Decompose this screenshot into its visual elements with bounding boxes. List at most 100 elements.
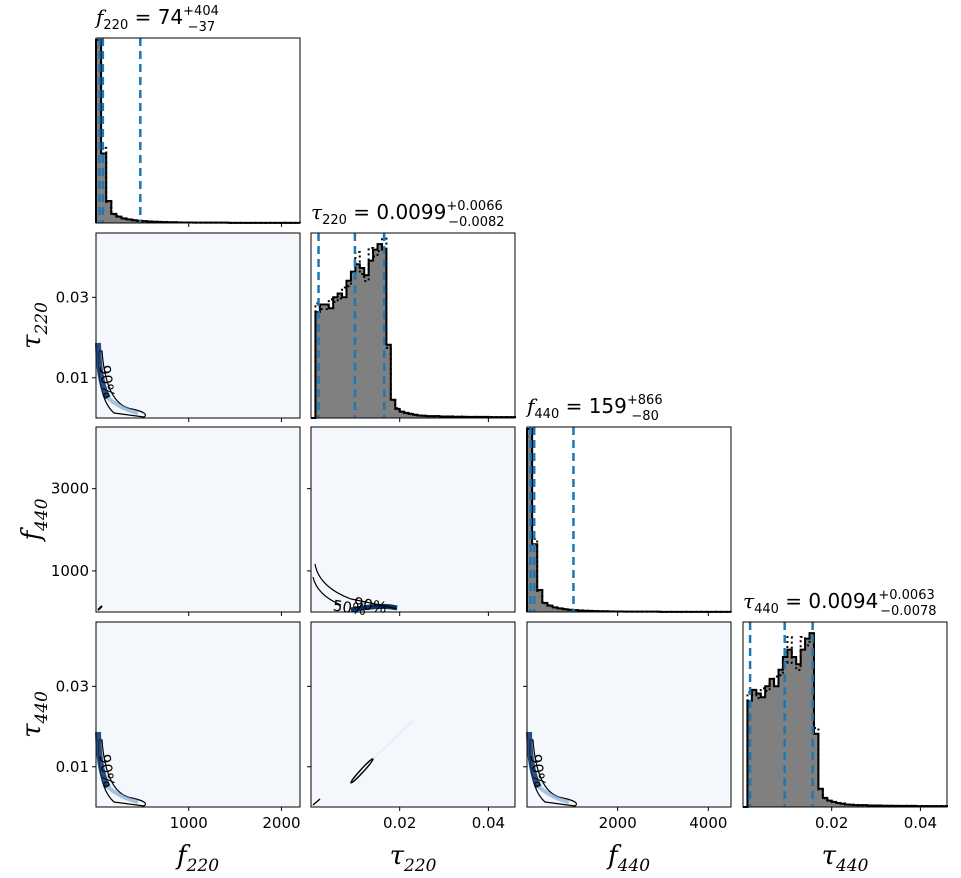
density-core xyxy=(95,342,111,400)
hist-bar xyxy=(778,669,784,807)
contour-label-90%: 90% xyxy=(96,753,118,789)
hist-bar xyxy=(547,605,553,612)
xlabel-subscript: 220 xyxy=(403,856,437,876)
xlabel-f220: f220 xyxy=(175,841,219,876)
title-subscript: 220 xyxy=(322,213,347,228)
ytick-label: 0.01 xyxy=(56,369,89,387)
density-core xyxy=(95,731,111,789)
xlabel-symbol: τ xyxy=(390,841,405,871)
title-τ440: τ440 = 0.0094+0.0063 −0.0078 xyxy=(743,588,937,619)
hist-bar xyxy=(542,602,548,612)
hist-bar xyxy=(386,344,392,418)
contour-label-50%: 50% xyxy=(332,597,368,619)
hist-bar xyxy=(756,693,762,807)
title-f440: f440 = 159+866 −80 xyxy=(525,393,663,424)
ytick-label: 1000 xyxy=(51,562,89,580)
hist-bar xyxy=(126,219,133,223)
hist-dotted-outline xyxy=(311,235,515,419)
xtick-label: 2000 xyxy=(599,814,637,832)
panel-frame xyxy=(95,621,301,808)
ylabel-subscript: 440 xyxy=(32,498,52,532)
hist-bar xyxy=(373,249,378,418)
density-background xyxy=(96,427,300,612)
panel-frame xyxy=(310,232,516,419)
ylabel-symbol: τ xyxy=(17,723,47,738)
xtick-label: 0.04 xyxy=(472,814,505,832)
xtick-label: 0.02 xyxy=(815,814,848,832)
title-upper: +404 xyxy=(183,4,219,19)
hist-bar xyxy=(106,201,112,223)
density-panel-τ440-vs-f220: 90% 0.03 0.01 1000 2000 xyxy=(56,621,301,832)
ylabel-f440: f440 xyxy=(17,498,52,542)
xtick-label: 4000 xyxy=(689,814,727,832)
hist-bar xyxy=(116,216,122,223)
xlabel-τ440: τ440 xyxy=(822,841,869,876)
panel-frame xyxy=(95,426,301,613)
title-f220: f220 = 74+404 −37 xyxy=(94,4,219,35)
hist-bar xyxy=(319,304,325,418)
panel-frame xyxy=(526,426,732,613)
hist-bar xyxy=(796,664,802,807)
hist-bar xyxy=(751,689,757,807)
panel-frame xyxy=(95,37,301,224)
hist-panel-τ440: τ440 = 0.0094+0.0063 −0.0078 0.02 0.04 xyxy=(742,588,948,832)
hist-dotted-outline xyxy=(526,435,731,613)
panel-frame xyxy=(526,621,732,808)
hist-bar xyxy=(831,801,837,807)
ytick-label: 3000 xyxy=(51,480,89,498)
contour-label-90%: 90% xyxy=(527,753,549,789)
xlabel-subscript: 440 xyxy=(617,856,651,876)
ylabel-symbol: τ xyxy=(17,334,47,349)
hist-bar xyxy=(328,308,334,418)
title-symbol: τ xyxy=(743,589,755,613)
hist-bar xyxy=(350,271,356,418)
hist-bar xyxy=(408,413,414,418)
density-panel-τ440-vs-f440: 90% 2000 4000 xyxy=(523,621,732,832)
xtick-label: 0.04 xyxy=(904,814,937,832)
title-τ220: τ220 = 0.0099+0.0066 −0.0082 xyxy=(311,199,505,230)
density-panel-f440-vs-f220: 3000 1000 xyxy=(51,426,301,616)
hist-bar xyxy=(324,304,330,418)
hist-bar xyxy=(333,297,339,418)
title-median: = 74 xyxy=(128,5,183,29)
density-background xyxy=(311,427,515,612)
hist-bar xyxy=(769,678,775,807)
title-median: = 0.0094 xyxy=(779,589,878,613)
xlabel-subscript: 220 xyxy=(186,856,220,876)
hist-bar xyxy=(840,803,846,807)
xtick-label: 2000 xyxy=(262,814,300,832)
hist-bar xyxy=(774,686,779,807)
density-panel-τ440-vs-τ220: 0.02 0.04 xyxy=(307,621,516,832)
ylabel-τ440: τ440 xyxy=(17,691,52,738)
density-core xyxy=(350,603,398,613)
panel-frame xyxy=(310,426,516,613)
xlabel-symbol: τ xyxy=(822,841,837,871)
ridge-line xyxy=(372,720,414,760)
hist-bar xyxy=(337,293,343,418)
hist-bar xyxy=(399,411,405,418)
density-background xyxy=(96,233,300,418)
hist-bar xyxy=(395,408,401,418)
hist-outline xyxy=(95,39,301,224)
ylabel-τ220: τ220 xyxy=(17,302,52,349)
density-panel-τ220-vs-f220: 90% 0.03 0.01 xyxy=(56,232,301,422)
contour-50 xyxy=(312,798,321,806)
title-subscript: 440 xyxy=(754,602,779,617)
title-upper: +0.0063 xyxy=(878,588,934,603)
ylabel-subscript: 440 xyxy=(32,691,52,725)
contour-90 xyxy=(97,605,103,611)
xtick-label: 1000 xyxy=(170,814,208,832)
contour-label-90%: 90% xyxy=(96,364,118,400)
hist-bar xyxy=(791,656,797,807)
hist-dotted-outline xyxy=(95,46,300,224)
hist-bar xyxy=(346,280,352,418)
xlabel-τ220: τ220 xyxy=(390,841,437,876)
hist-bar xyxy=(381,249,387,418)
hist-bar xyxy=(368,260,374,418)
contour-90 xyxy=(312,563,398,610)
hist-bar xyxy=(805,638,810,807)
title-median: = 159 xyxy=(559,394,627,418)
panel-frame xyxy=(95,232,301,419)
hist-bar xyxy=(537,590,543,612)
hist-bar xyxy=(849,804,855,807)
